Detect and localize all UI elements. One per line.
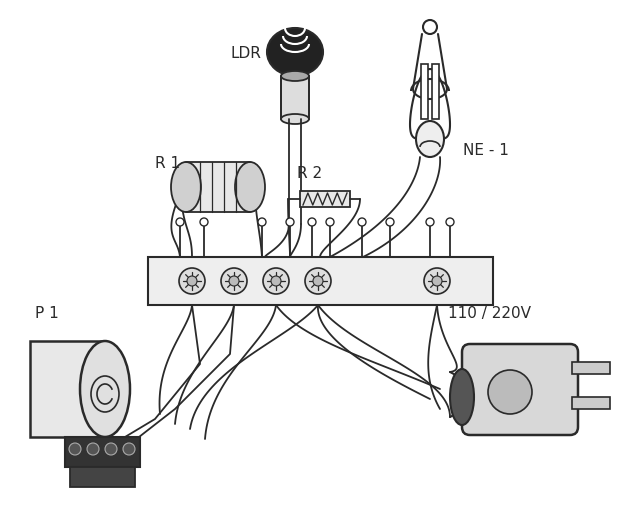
Ellipse shape — [80, 341, 130, 437]
Ellipse shape — [258, 219, 266, 227]
Ellipse shape — [358, 219, 366, 227]
Ellipse shape — [426, 219, 434, 227]
Ellipse shape — [105, 443, 117, 455]
Ellipse shape — [123, 443, 135, 455]
Ellipse shape — [416, 122, 444, 158]
Ellipse shape — [308, 219, 316, 227]
Ellipse shape — [386, 219, 394, 227]
Bar — [572, 362, 610, 374]
Ellipse shape — [263, 269, 289, 294]
Ellipse shape — [326, 219, 334, 227]
Ellipse shape — [221, 269, 247, 294]
Ellipse shape — [200, 219, 208, 227]
Text: NE - 1: NE - 1 — [463, 143, 509, 158]
Ellipse shape — [187, 276, 197, 286]
Ellipse shape — [281, 115, 309, 125]
Bar — [70, 467, 135, 487]
Bar — [65, 437, 140, 467]
Text: P 1: P 1 — [35, 306, 59, 320]
Text: R 2: R 2 — [297, 166, 322, 181]
Bar — [421, 65, 428, 120]
Ellipse shape — [281, 72, 309, 82]
Ellipse shape — [267, 29, 323, 77]
Ellipse shape — [271, 276, 281, 286]
Bar — [300, 191, 350, 208]
Ellipse shape — [176, 219, 184, 227]
Bar — [281, 77, 309, 120]
Text: 110 / 220V: 110 / 220V — [448, 306, 531, 320]
Ellipse shape — [424, 269, 450, 294]
Ellipse shape — [450, 369, 474, 425]
Text: LDR: LDR — [230, 46, 261, 61]
Ellipse shape — [235, 163, 265, 213]
Ellipse shape — [69, 443, 81, 455]
Ellipse shape — [313, 276, 323, 286]
Ellipse shape — [286, 219, 294, 227]
Ellipse shape — [171, 163, 201, 213]
Ellipse shape — [229, 276, 239, 286]
Ellipse shape — [446, 219, 454, 227]
Bar — [186, 163, 251, 213]
Ellipse shape — [87, 443, 99, 455]
Ellipse shape — [423, 21, 437, 35]
Ellipse shape — [432, 276, 442, 286]
Ellipse shape — [305, 269, 331, 294]
Ellipse shape — [488, 370, 532, 414]
Bar — [432, 65, 439, 120]
Text: R 1: R 1 — [155, 156, 180, 171]
Ellipse shape — [179, 269, 205, 294]
FancyBboxPatch shape — [462, 344, 578, 435]
Bar — [30, 341, 105, 437]
Bar — [148, 258, 493, 306]
Bar — [572, 397, 610, 409]
